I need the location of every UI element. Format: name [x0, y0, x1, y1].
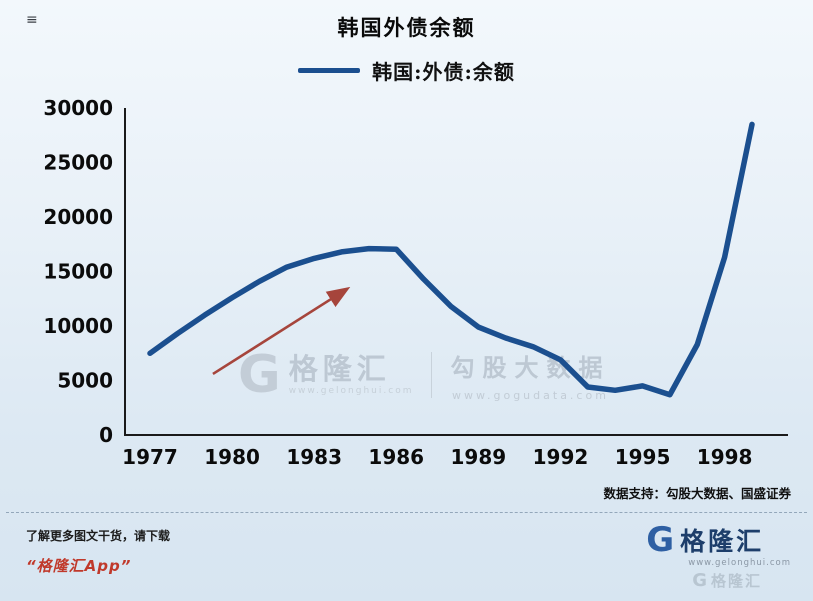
legend-label: 韩国:外债:余额	[372, 60, 515, 84]
y-tick-label: 5000	[57, 369, 113, 393]
watermark-brand-url: www.gelonghui.com	[288, 385, 414, 396]
gelonghui-logo-url: www.gelonghui.com	[688, 558, 791, 568]
promo-text: 了解更多图文干货，请下载	[26, 529, 171, 543]
chart-axes	[124, 108, 788, 436]
y-tick-label: 25000	[43, 151, 113, 175]
watermark-divider	[431, 352, 433, 398]
x-tick-label: 1983	[286, 445, 342, 469]
x-tick-label: 1977	[122, 445, 178, 469]
menu-icon: ≡	[26, 12, 38, 28]
gelonghui-g-icon: G	[646, 520, 675, 560]
watermark-gogudata-url: www.gogudata.com	[452, 389, 609, 402]
x-tick-label: 1992	[533, 445, 589, 469]
x-tick-label: 1980	[204, 445, 260, 469]
app-name-text: “格隆汇App”	[26, 557, 132, 575]
trend-arrow	[212, 286, 351, 376]
legend: 韩国:外债:余额	[0, 56, 813, 85]
y-tick-label: 15000	[43, 260, 113, 284]
footer-divider	[6, 512, 807, 513]
gelonghui-logo-icon: G	[238, 345, 281, 405]
gelonghui-echo-text: 格隆汇	[711, 572, 763, 590]
x-tick-label: 1995	[615, 445, 671, 469]
data-source-note: 数据支持：勾股大数据、国盛证券	[603, 486, 791, 501]
watermark: G 格隆汇 www.gelonghui.com 勾股大数据 www.goguda…	[238, 348, 610, 402]
y-tick-label: 0	[99, 423, 113, 447]
x-tick-label: 1998	[697, 445, 753, 469]
gelonghui-g-echo-icon: G	[692, 570, 708, 591]
gelonghui-watermark: G 格隆汇 www.gelonghui.com	[238, 349, 413, 401]
x-tick-label: 1986	[368, 445, 424, 469]
chart-title: 韩国外债余额	[337, 16, 476, 40]
series-line	[147, 121, 755, 398]
y-tick-label: 30000	[43, 96, 113, 120]
y-tick-label: 10000	[43, 314, 113, 338]
gelonghui-logo: G 格隆汇 www.gelonghui.com G 格隆汇	[646, 522, 791, 591]
gelonghui-logo-text: 格隆汇	[680, 527, 765, 556]
x-tick-label: 1989	[451, 445, 507, 469]
footer-promo: 了解更多图文干货，请下载 “格隆汇App”	[26, 527, 170, 576]
watermark-brand-text: 格隆汇	[288, 352, 391, 387]
y-tick-label: 20000	[43, 205, 113, 229]
gelonghui-logo-echo: G 格隆汇	[692, 570, 791, 591]
legend-line-swatch	[298, 68, 361, 73]
